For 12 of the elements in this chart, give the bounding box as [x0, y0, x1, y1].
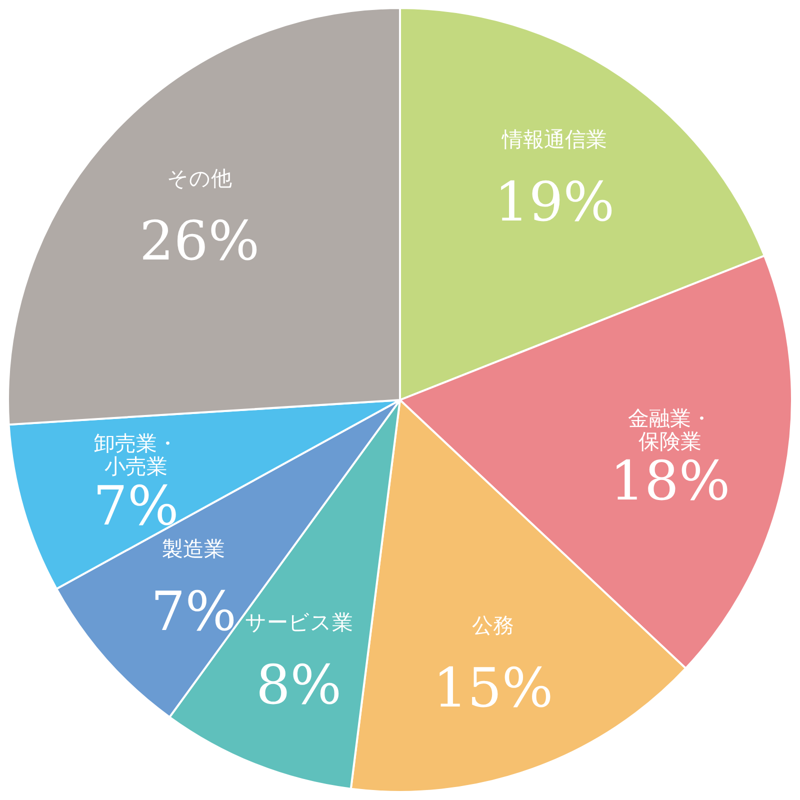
data-label: 15%	[433, 656, 554, 720]
slice-label: 情報通信業	[501, 128, 608, 152]
data-label: 19%	[494, 170, 615, 234]
data-label: 7%	[150, 580, 237, 643]
data-label: 26%	[140, 210, 260, 273]
slice-label: 卸売業・小売業	[94, 432, 178, 479]
data-label: 8%	[256, 654, 342, 717]
slice-label: 公務	[472, 614, 514, 638]
slice-label: サービス業	[244, 610, 353, 635]
slice-label: 製造業	[162, 536, 226, 561]
slice-label: その他	[167, 166, 232, 191]
slice-label: 金融業・保険業	[628, 406, 712, 454]
